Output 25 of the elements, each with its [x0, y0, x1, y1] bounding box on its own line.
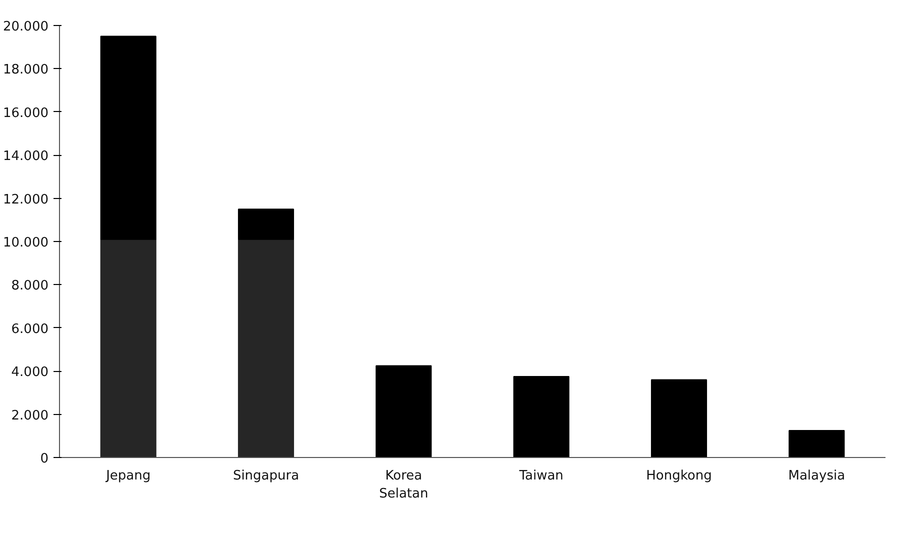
bar [100, 36, 156, 240]
x-tick-label: Korea Selatan [379, 468, 428, 502]
bar [650, 379, 708, 458]
x-tick-label: Singapura [232, 468, 300, 484]
bar [100, 238, 156, 458]
bar [513, 376, 570, 458]
y-tick-label: 20.000 [3, 20, 49, 34]
y-tick-label: 0 [40, 452, 49, 466]
y-tick-label: 12.000 [3, 192, 49, 208]
y-tick-label: 4.000 [11, 365, 48, 380]
bar [788, 430, 845, 458]
bar [238, 238, 294, 458]
y-tick-label: 10.000 [3, 236, 49, 250]
y-tick-label: 8.000 [11, 278, 48, 294]
x-tick-label: Taiwan [518, 468, 564, 484]
bar [376, 365, 432, 458]
y-tick-label: 18.000 [3, 62, 49, 78]
x-tick-label: Jepang [105, 468, 151, 484]
y-tick-label: 2.000 [11, 408, 48, 424]
y-tick-label: 14.000 [3, 149, 49, 164]
y-tick-label: 16.000 [3, 106, 49, 121]
x-tick-label: Hongkong [646, 468, 712, 484]
y-tick-label: 6.000 [11, 322, 48, 337]
x-tick-label: Malaysia [788, 468, 846, 484]
bar [238, 208, 294, 240]
